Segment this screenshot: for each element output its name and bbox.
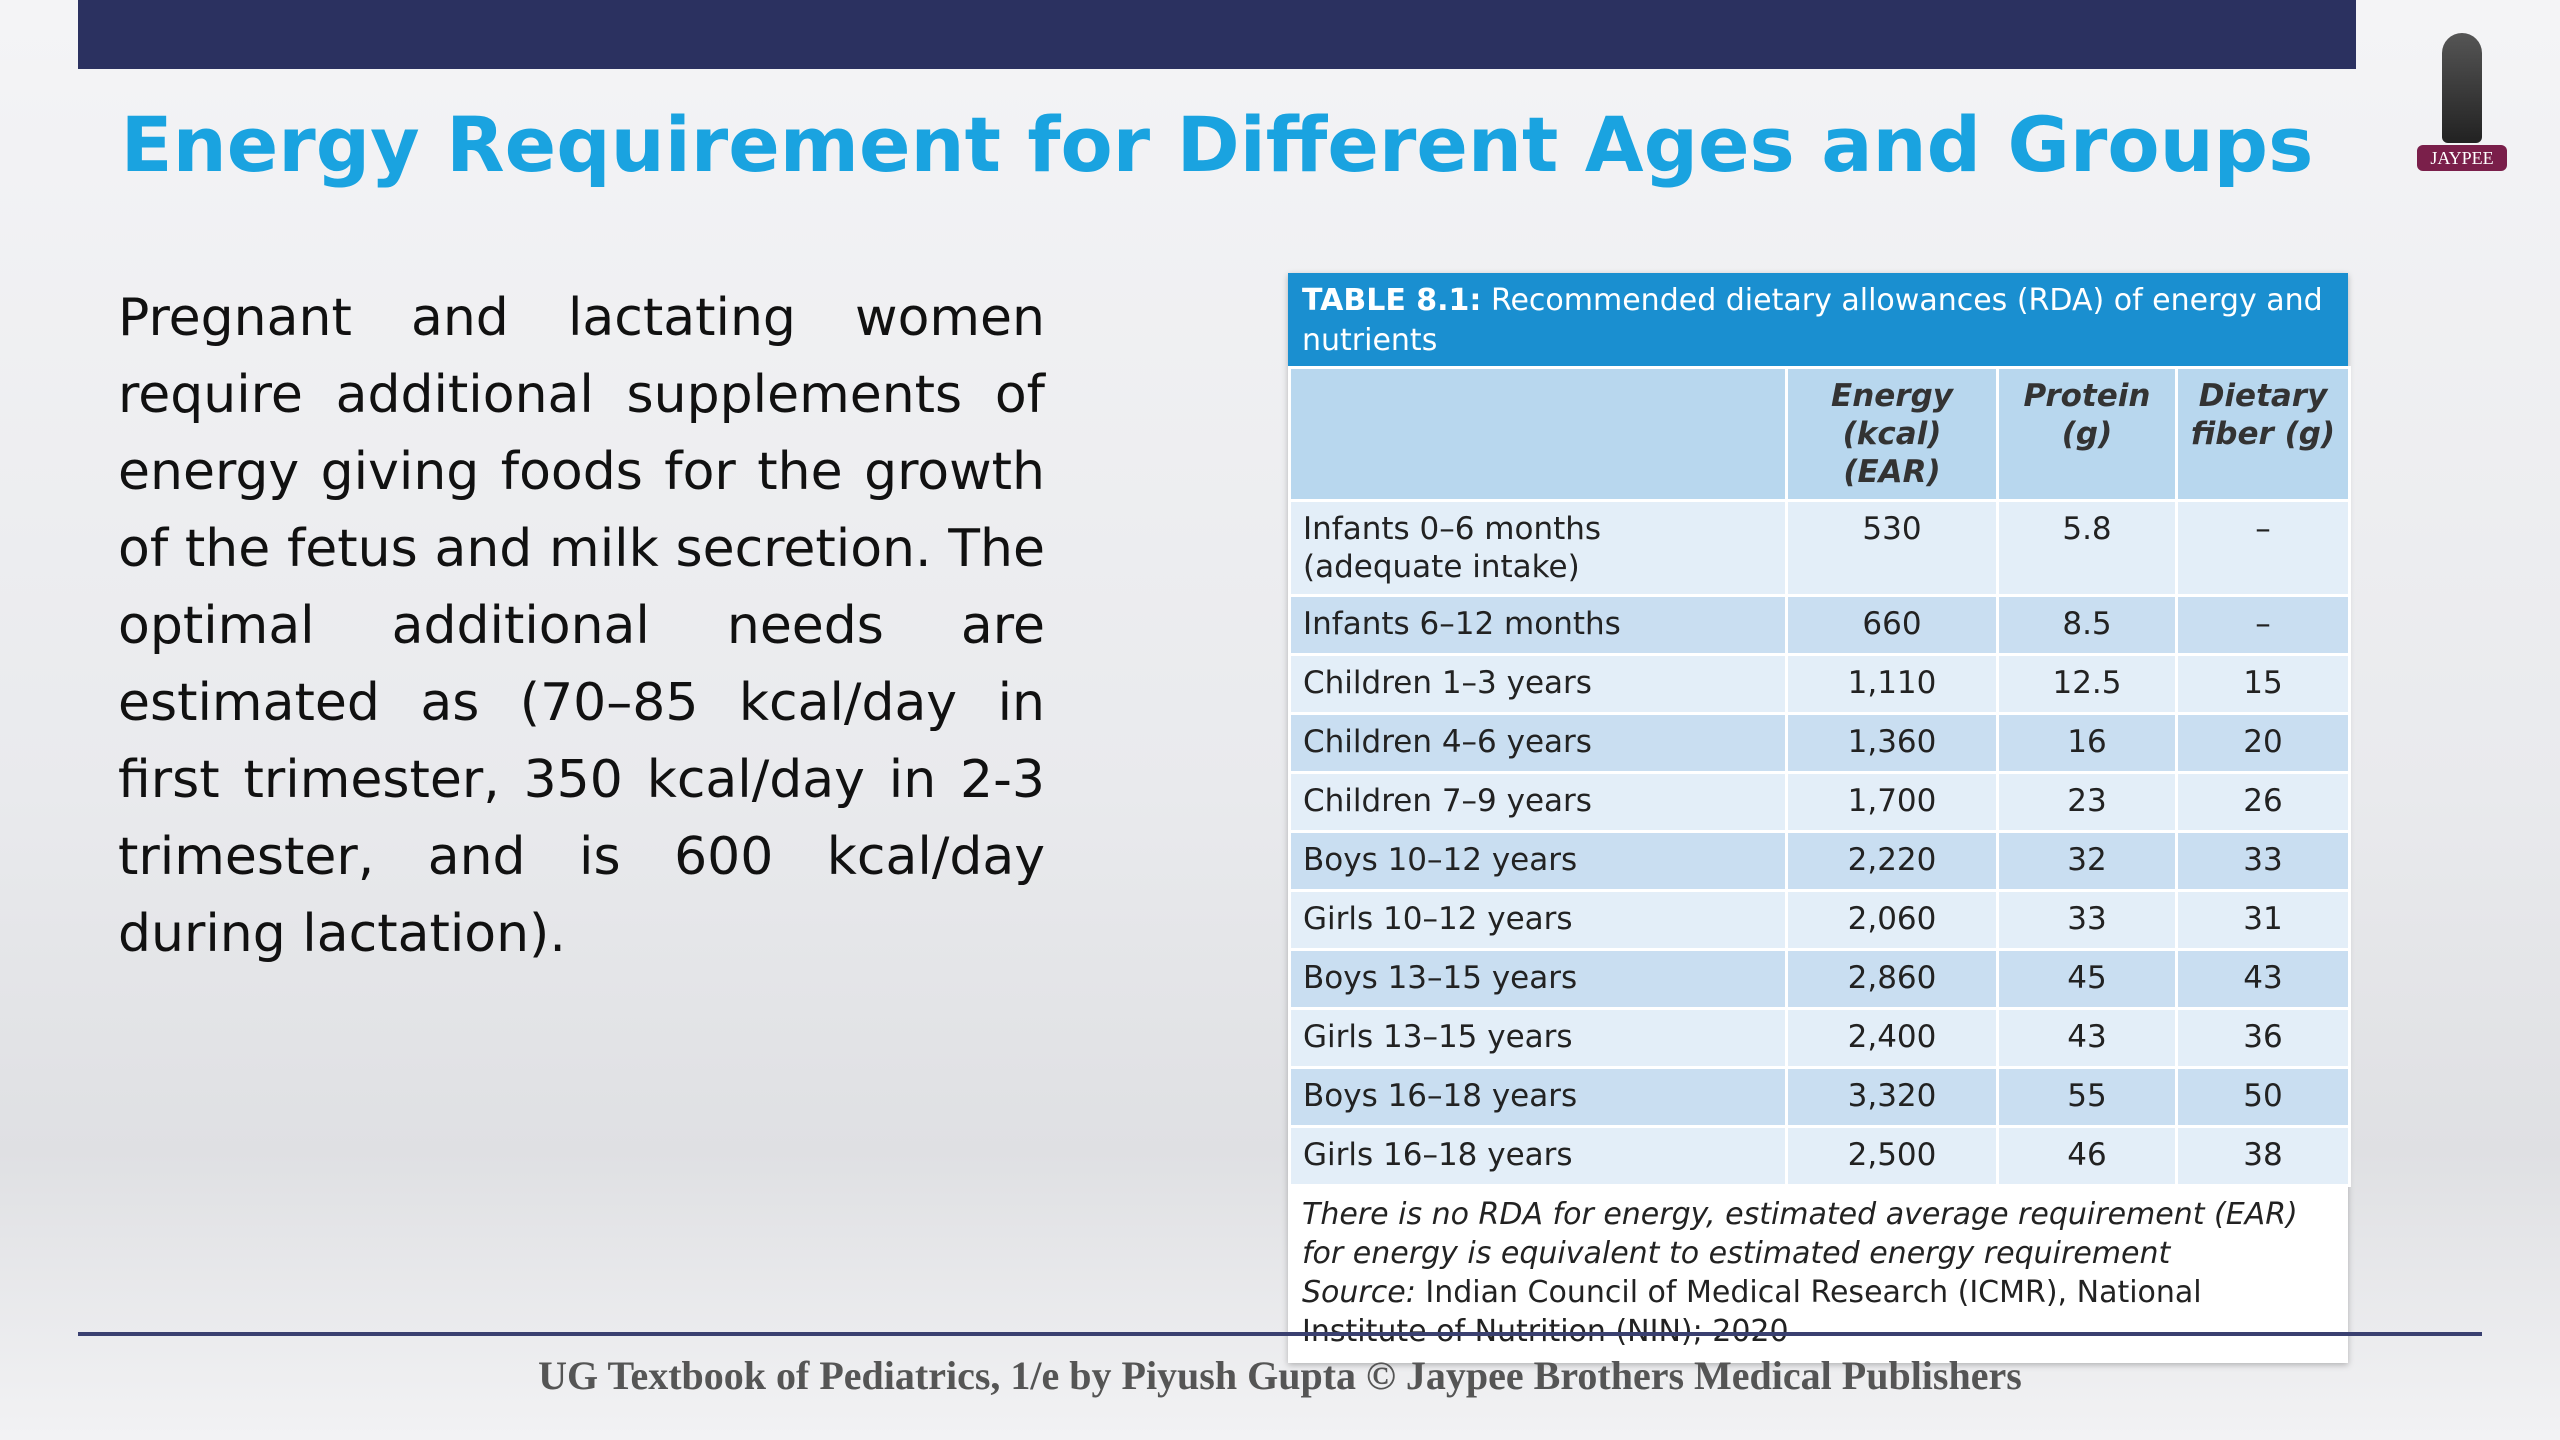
table-cell: 5.8 [1996, 499, 2178, 597]
table-cell: 31 [2175, 889, 2351, 951]
table-cell: 1,360 [1785, 712, 1999, 774]
table-row: Children 7–9 years 1,700 23 26 [1288, 771, 2351, 833]
row-label: Children 1–3 years [1288, 653, 1788, 715]
table-cell: 12.5 [1996, 653, 2178, 715]
top-bar [78, 0, 2356, 69]
table-row: Girls 13–15 years 2,400 43 36 [1288, 1007, 2351, 1069]
table-cell: 33 [2175, 830, 2351, 892]
column-header: Dietary fiber (g) [2175, 366, 2351, 502]
table-cell: 660 [1785, 594, 1999, 656]
header-row: Energy (kcal) (EAR) Protein (g) Dietary fi… [1288, 366, 2351, 502]
row-label: Children 4–6 years [1288, 712, 1788, 774]
footer-text: UG Textbook of Pediatrics, 1/e by Piyush… [538, 1353, 2022, 1398]
column-header: Protein (g) [1996, 366, 2178, 502]
table-note: There is no RDA for energy, estimated av… [1288, 1187, 2348, 1363]
source-text: Indian Council of Medical Research (ICMR… [1302, 1275, 2202, 1349]
table-cell: 38 [2175, 1125, 2351, 1187]
table-cell: – [2175, 499, 2351, 597]
table-cell: 16 [1996, 712, 2178, 774]
table-row: Children 4–6 years 1,360 16 20 [1288, 712, 2351, 774]
logo-emblem [2442, 33, 2482, 143]
table-row: Children 1–3 years 1,110 12.5 15 [1288, 653, 2351, 715]
row-label: Children 7–9 years [1288, 771, 1788, 833]
row-label: Infants 0–6 months (adequate intake) [1288, 499, 1788, 597]
table-caption: TABLE 8.1: Recommended dietary allowance… [1288, 273, 2348, 366]
table-cell: 55 [1996, 1066, 2178, 1128]
table-cell: 20 [2175, 712, 2351, 774]
row-label: Boys 13–15 years [1288, 948, 1788, 1010]
table-row: Infants 0–6 months (adequate intake) 530 5… [1288, 499, 2351, 597]
table-cell: 36 [2175, 1007, 2351, 1069]
table-cell: 2,060 [1785, 889, 1999, 951]
table-row: Boys 16–18 years 3,320 55 50 [1288, 1066, 2351, 1128]
row-label: Girls 13–15 years [1288, 1007, 1788, 1069]
slide-title: Energy Requirement for Different Ages an… [120, 100, 2314, 189]
table-row: Girls 16–18 years 2,500 46 38 [1288, 1125, 2351, 1187]
source-label: Source: [1302, 1275, 1416, 1310]
table-cell: 8.5 [1996, 594, 2178, 656]
table-row: Infants 6–12 months 660 8.5– [1288, 594, 2351, 656]
publisher-logo: JAYPEE [2417, 33, 2507, 173]
table-cell: 15 [2175, 653, 2351, 715]
table-cell: 2,400 [1785, 1007, 1999, 1069]
table-cell: 2,860 [1785, 948, 1999, 1010]
table-cell: 2,220 [1785, 830, 1999, 892]
row-label: Girls 16–18 years [1288, 1125, 1788, 1187]
caption-text: Recommended dietary allowances (RDA) of … [1302, 283, 2323, 358]
logo-text: JAYPEE [2417, 145, 2507, 171]
table-panel: TABLE 8.1: Recommended dietary allowance… [1288, 273, 2351, 1363]
table-cell: 46 [1996, 1125, 2178, 1187]
table-row: Girls 10–12 years 2,060 33 31 [1288, 889, 2351, 951]
table-cell: – [2175, 594, 2351, 656]
table-cell: 3,320 [1785, 1066, 1999, 1128]
table-row: Boys 13–15 years 2,860 45 43 [1288, 948, 2351, 1010]
row-label: Boys 10–12 years [1288, 830, 1788, 892]
table-cell: 2,500 [1785, 1125, 1999, 1187]
body-paragraph: Pregnant and lactating women require add… [118, 288, 1045, 964]
table-cell: 26 [2175, 771, 2351, 833]
table-cell: 32 [1996, 830, 2178, 892]
row-label: Boys 16–18 years [1288, 1066, 1788, 1128]
table-cell: 50 [2175, 1066, 2351, 1128]
table-row: Boys 10–12 years 2,220 32 33 [1288, 830, 2351, 892]
table-cell: 43 [1996, 1007, 2178, 1069]
table-cell: 530 [1785, 499, 1999, 597]
table-cell: 1,700 [1785, 771, 1999, 833]
header-cell [1288, 366, 1788, 502]
row-label: Infants 6–12 months [1288, 594, 1788, 656]
table-cell: 23 [1996, 771, 2178, 833]
table-cell: 33 [1996, 889, 2178, 951]
footer-rule [78, 1332, 2482, 1336]
table-cell: 45 [1996, 948, 2178, 1010]
column-header: Energy (kcal) (EAR) [1785, 366, 1999, 502]
note-text: There is no RDA for energy, estimated av… [1302, 1197, 2298, 1271]
rda-table: Energy (kcal) (EAR) Protein (g) Dietary fi… [1288, 366, 2351, 1187]
caption-label: TABLE 8.1: [1302, 283, 1482, 318]
table-cell: 1,110 [1785, 653, 1999, 715]
table-cell: 43 [2175, 948, 2351, 1010]
row-label: Girls 10–12 years [1288, 889, 1788, 951]
